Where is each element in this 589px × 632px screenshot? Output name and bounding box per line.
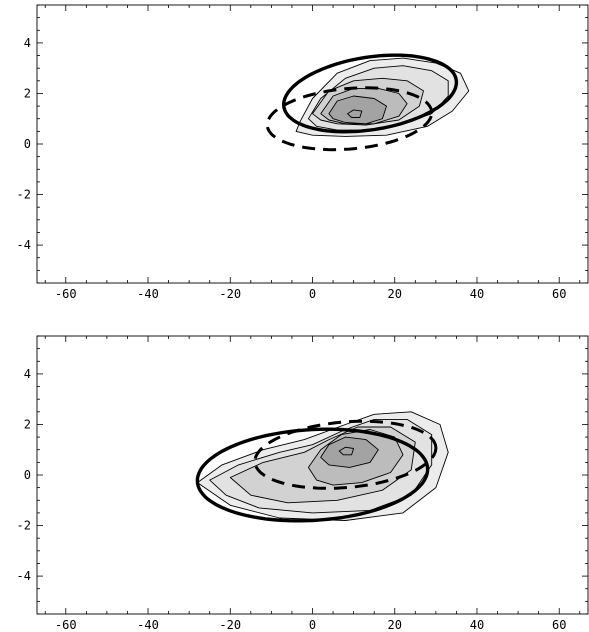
x-tick-label: -60: [55, 287, 77, 301]
contour-layer: [195, 411, 449, 523]
solid-ellipse: [195, 427, 430, 523]
x-tick-label: 40: [470, 287, 484, 301]
y-tick-label: -4: [17, 569, 31, 583]
axis-ticks: [37, 4, 588, 284]
contour-layer: [265, 53, 470, 152]
y-tick-label: 2: [24, 86, 31, 100]
x-tick-label: 40: [470, 618, 484, 632]
x-tick-label: -20: [219, 287, 241, 301]
x-tick-label: 60: [552, 287, 566, 301]
y-tick-label: 4: [24, 36, 31, 50]
x-tick-label: 20: [388, 618, 402, 632]
x-tick-label: 0: [309, 287, 316, 301]
y-tick-label: -2: [17, 519, 31, 533]
y-tick-label: -4: [17, 238, 31, 252]
y-tick-label: -2: [17, 188, 31, 202]
solid-ellipse: [281, 53, 459, 134]
y-tick-label: 2: [24, 417, 31, 431]
contour-level-5: [328, 95, 387, 125]
x-tick-label: -20: [219, 618, 241, 632]
contour-level-6: [338, 446, 355, 456]
x-tick-label: 60: [552, 618, 566, 632]
y-tick-label: 4: [24, 367, 31, 381]
axis-ticks: [37, 335, 588, 615]
x-tick-label: 20: [388, 287, 402, 301]
x-tick-label: -60: [55, 618, 77, 632]
y-tick-label: 0: [24, 468, 31, 482]
y-tick-label: 0: [24, 137, 31, 151]
dashed-ellipse: [265, 86, 434, 152]
panel-frame-top: [36, 4, 589, 284]
x-tick-label: -40: [137, 618, 159, 632]
x-tick-label: -40: [137, 287, 159, 301]
x-tick-label: 0: [309, 618, 316, 632]
contour-level-6: [347, 109, 363, 118]
